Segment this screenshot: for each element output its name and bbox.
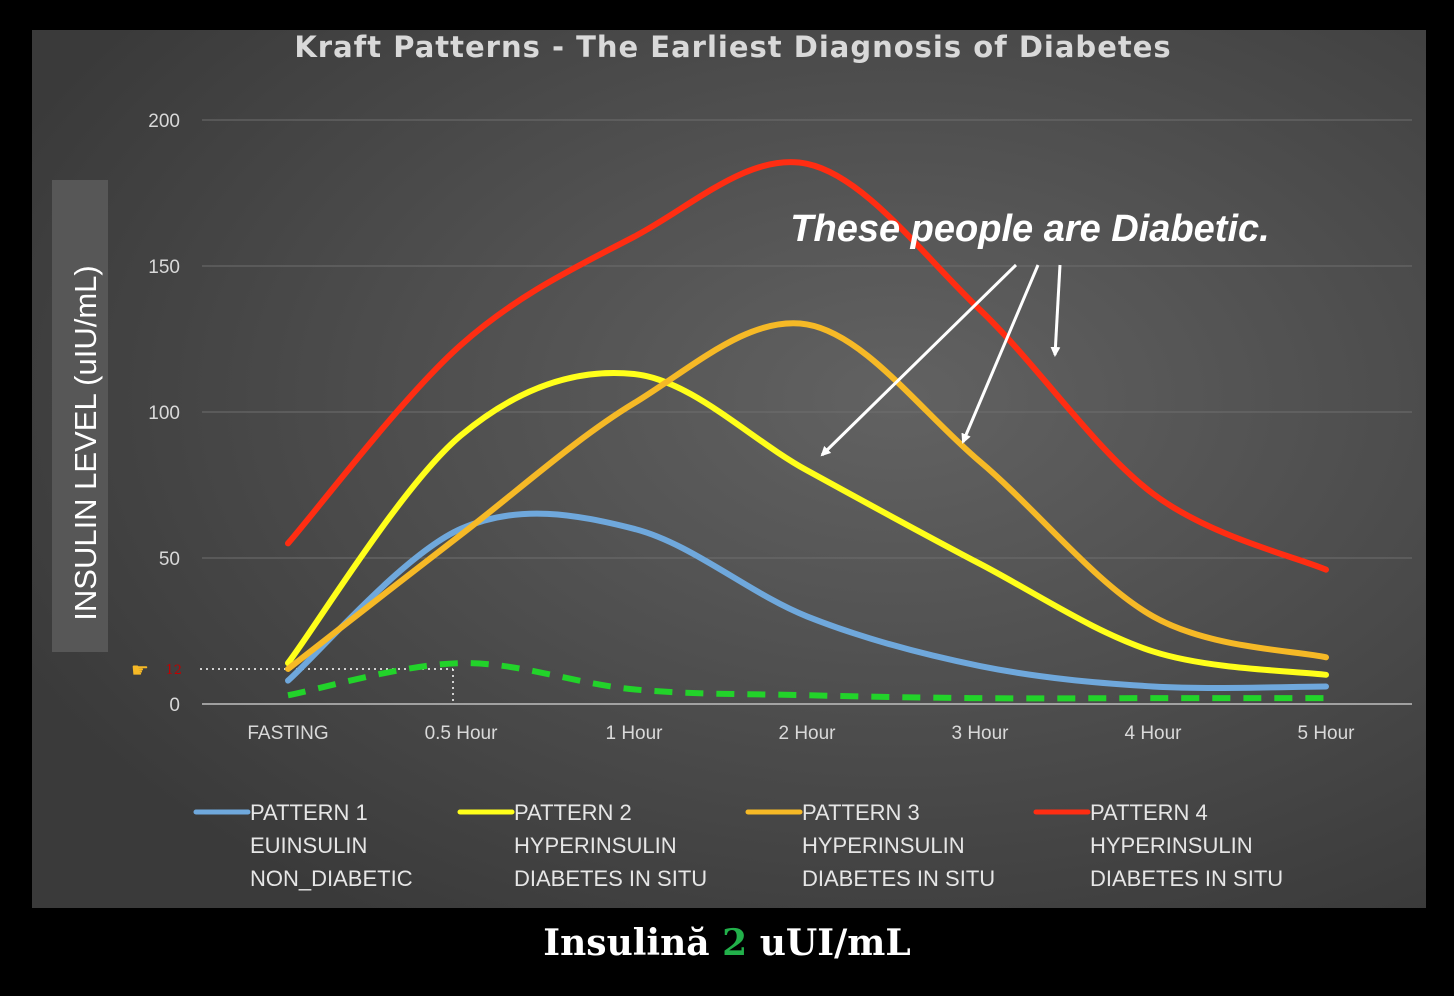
caption-suffix: uUI/mL [747, 922, 911, 964]
chart-background [32, 30, 1426, 908]
legend-label: PATTERN 2 [514, 800, 632, 825]
legend-sublabel: NON_DIABETIC [250, 866, 413, 891]
legend: PATTERN 1 EUINSULIN NON_DIABETIC PATTERN 2 H… [193, 800, 1283, 891]
series-line-pattern-2 [285, 370, 1329, 678]
legend-sublabel: HYPERINSULIN [1090, 833, 1253, 858]
gridlines [202, 119, 1412, 705]
chart-title: Kraft Patterns - The Earliest Diagnosis … [294, 30, 1171, 64]
x-tick-label: FASTING [247, 723, 328, 744]
series-line-pattern-3 [285, 320, 1329, 672]
y-tick-label: 150 [148, 257, 180, 278]
x-tick-label: 3 Hour [951, 723, 1009, 744]
x-axis-ticks: FASTING 0.5 Hour 1 Hour 2 Hour 3 Hour 4 Hour 5… [247, 723, 1355, 744]
y-axis-label: INSULIN LEVEL (uIU/mL) [68, 265, 103, 620]
x-tick-label: 0.5 Hour [425, 723, 499, 744]
series-lines [285, 159, 1329, 702]
annotation-arrow-2 [961, 264, 1040, 444]
y-tick-label: 100 [148, 403, 180, 424]
legend-item-pattern-3: PATTERN 3 HYPERINSULIN DIABETES IN SITU [745, 800, 995, 891]
series-line-pattern-4 [285, 159, 1329, 573]
legend-label: PATTERN 1 [250, 800, 368, 825]
y-tick-label: 50 [159, 549, 180, 570]
caption: Insulină 2 uUI/mL [0, 922, 1454, 964]
caption-prefix: Insulină [543, 922, 723, 964]
series-line-dashed [287, 660, 1326, 702]
x-tick-label: 5 Hour [1297, 723, 1355, 744]
legend-sublabel: HYPERINSULIN [802, 833, 965, 858]
y-axis-label-panel: INSULIN LEVEL (uIU/mL) [52, 180, 108, 652]
annotation-text: These people are Diabetic. [790, 208, 1269, 250]
legend-sublabel: DIABETES IN SITU [514, 866, 707, 891]
reference-label: 12 [165, 663, 182, 678]
legend-item-pattern-2: PATTERN 2 HYPERINSULIN DIABETES IN SITU [457, 800, 707, 891]
y-axis-ticks: 0 50 100 150 200 [148, 111, 180, 716]
y-tick-label: 200 [148, 111, 180, 132]
x-tick-label: 4 Hour [1124, 723, 1182, 744]
x-tick-label: 2 Hour [778, 723, 836, 744]
annotation-arrow-1 [820, 263, 1018, 457]
x-tick-label: 1 Hour [605, 723, 663, 744]
diabetic-annotation: These people are Diabetic. [790, 208, 1270, 457]
legend-label: PATTERN 3 [802, 800, 920, 825]
annotation-arrow-3 [1050, 264, 1062, 357]
legend-sublabel: EUINSULIN [250, 833, 367, 858]
y-tick-label: 0 [169, 695, 180, 716]
legend-item-pattern-4: PATTERN 4 HYPERINSULIN DIABETES IN SITU [1033, 800, 1283, 891]
legend-sublabel: DIABETES IN SITU [802, 866, 995, 891]
legend-item-pattern-1: PATTERN 1 EUINSULIN NON_DIABETIC [193, 800, 413, 891]
legend-sublabel: HYPERINSULIN [514, 833, 677, 858]
caption-value: 2 [722, 922, 748, 964]
series-line-pattern-1 [285, 510, 1329, 691]
legend-sublabel: DIABETES IN SITU [1090, 866, 1283, 891]
pointing-hand-icon: ☛ [131, 658, 149, 682]
legend-label: PATTERN 4 [1090, 800, 1208, 825]
